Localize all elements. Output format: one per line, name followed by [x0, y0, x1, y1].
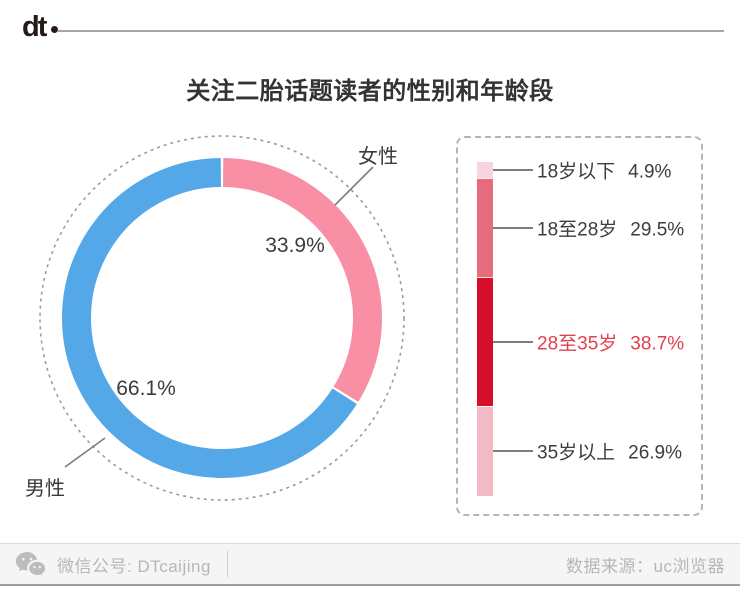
age-leader-1	[493, 226, 533, 229]
female-leader-line	[334, 166, 374, 206]
wechat-icon	[15, 551, 47, 578]
page-title: 关注二胎话题读者的性别和年龄段	[186, 78, 554, 106]
male-label: 男性	[25, 478, 65, 500]
age-label-row-0: 18岁以下 4.9%	[537, 157, 671, 184]
dt-logo-text: dt	[22, 11, 47, 43]
age-leader-2	[493, 340, 533, 343]
age-label-row-3: 35岁以上 26.9%	[537, 438, 682, 465]
age-pct-label: 4.9%	[628, 161, 672, 183]
age-category-label: 18至28岁	[537, 219, 618, 241]
male-pct-label: 66.1%	[116, 377, 176, 400]
female-pct-label: 33.9%	[265, 234, 325, 257]
gender-donut-chart: 女性 33.9% 66.1% 男性	[20, 120, 440, 520]
age-category-label: 18岁以下	[537, 161, 616, 183]
age-category-label: 28至35岁	[537, 333, 618, 355]
age-segment-1	[477, 178, 493, 277]
dt-logo-dot-icon	[51, 26, 59, 33]
age-segment-2	[477, 276, 493, 407]
male-leader-line	[64, 437, 106, 468]
wechat-account-label: 微信公号: DTcaijing	[57, 556, 211, 576]
age-segment-3	[477, 406, 493, 496]
donut-svg	[39, 135, 405, 501]
age-label-row-2: 28至35岁 38.7%	[537, 328, 684, 355]
age-distribution-panel: 18岁以下 4.9% 18至28岁 29.5% 28至35岁 38.7% 35岁以上 2…	[456, 136, 703, 516]
data-source-label: 数据来源：uc浏览器	[566, 556, 725, 576]
age-pct-label: 26.9%	[628, 442, 683, 464]
header-rule	[58, 30, 724, 32]
age-label-row-1: 18至28岁 29.5%	[537, 214, 684, 241]
dt-logo: dt	[22, 11, 59, 43]
age-stacked-bar	[477, 162, 493, 496]
donut-outline-circle	[39, 135, 405, 501]
footer-bar: 微信公号: DTcaijing 数据来源：uc浏览器	[0, 543, 740, 586]
age-leader-3	[493, 450, 533, 453]
age-pct-label: 38.7%	[630, 333, 685, 355]
age-leader-0	[493, 169, 533, 172]
footer-divider	[226, 551, 228, 577]
age-pct-label: 29.5%	[630, 219, 685, 241]
age-segment-0	[477, 162, 493, 179]
age-category-label: 35岁以上	[537, 442, 616, 464]
female-label: 女性	[358, 146, 398, 168]
donut-segment-1	[62, 158, 357, 478]
donut-segment-0	[222, 158, 382, 402]
